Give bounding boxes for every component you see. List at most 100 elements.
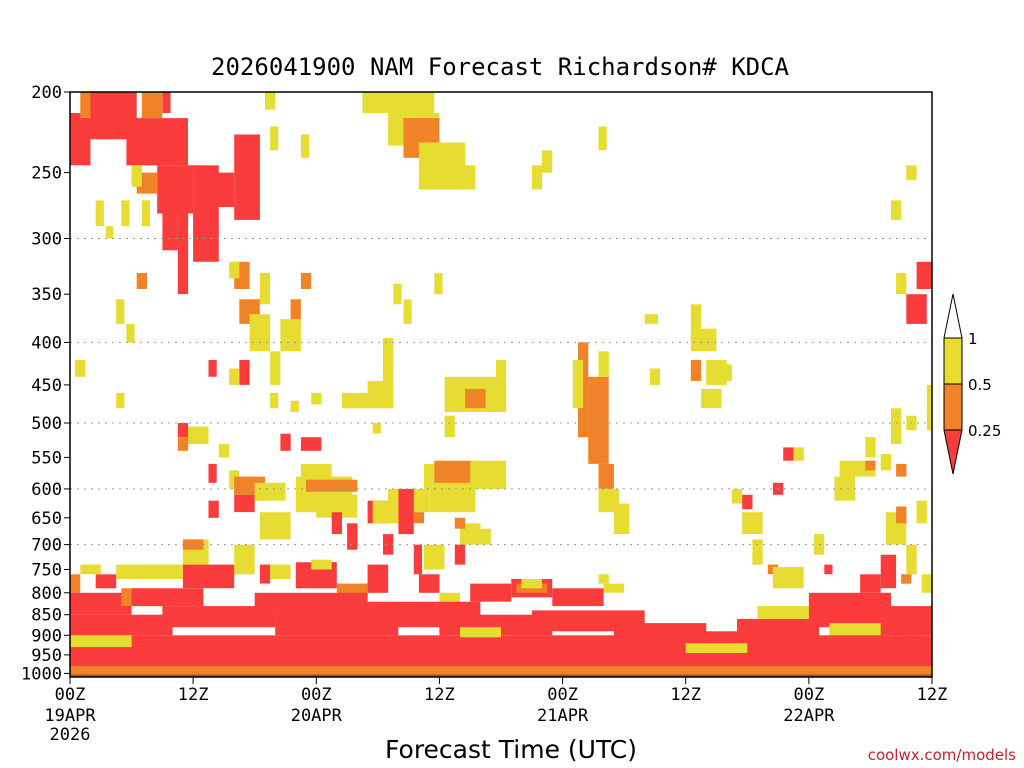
heatmap-cell-149 xyxy=(80,564,101,575)
y-tick-label-900: 900 xyxy=(31,626,62,646)
y-tick-label-700: 700 xyxy=(31,536,62,556)
heatmap-cell-165 xyxy=(598,574,609,584)
heatmap-cell-57 xyxy=(393,283,402,305)
heatmap-cell-63 xyxy=(495,360,507,377)
heatmap-cell-139 xyxy=(454,517,466,529)
heatmap-cell-11 xyxy=(234,134,260,220)
heatmap-cell-164 xyxy=(552,588,604,607)
heatmap-cells xyxy=(70,92,932,677)
x-tick-label-6: 00Z xyxy=(794,685,825,705)
heatmap-cell-75 xyxy=(690,328,717,352)
heatmap-cell-16 xyxy=(105,226,114,239)
heatmap-cell-36 xyxy=(300,272,312,289)
heatmap-cell-111 xyxy=(208,463,217,483)
y-tick-label-300: 300 xyxy=(31,230,62,250)
y-tick-label-550: 550 xyxy=(31,448,62,468)
x-tick-label-2: 00Z xyxy=(301,685,332,705)
heatmap-cell-116 xyxy=(234,494,255,513)
heatmap-cell-86 xyxy=(772,567,804,589)
heatmap-cell-163 xyxy=(521,579,542,589)
heatmap-cell-126 xyxy=(347,523,358,550)
heatmap-cell-52 xyxy=(290,400,299,412)
y-tick-label-600: 600 xyxy=(31,480,62,500)
heatmap-cell-98 xyxy=(926,384,932,431)
heatmap-cell-15 xyxy=(95,200,104,227)
heatmap-cell-160 xyxy=(470,583,512,602)
heatmap-cell-141 xyxy=(424,544,445,570)
heatmap-cell-132 xyxy=(413,544,422,575)
heatmap-cell-143 xyxy=(234,544,255,575)
heatmap-cell-80 xyxy=(731,488,743,504)
heatmap-cell-94 xyxy=(865,460,876,471)
heatmap-cell-43 xyxy=(270,351,281,385)
heatmap-cell-118 xyxy=(259,512,291,540)
heatmap-cell-45 xyxy=(126,323,135,343)
heatmap-cell-44 xyxy=(116,299,125,324)
heatmap-cell-31 xyxy=(891,200,902,220)
heatmap-cell-82 xyxy=(742,512,763,535)
heatmap-cell-140 xyxy=(480,528,491,545)
heatmap-cell-124 xyxy=(316,494,358,518)
heatmap-cell-157 xyxy=(367,564,389,593)
heatmap-cell-133 xyxy=(413,512,425,524)
surface-ground xyxy=(70,674,932,677)
heatmap-cell-125 xyxy=(331,512,342,535)
heatmap-cell-50 xyxy=(229,368,240,385)
heatmap-cell-67 xyxy=(572,360,584,409)
heatmap-cell-147 xyxy=(116,564,137,579)
heatmap-cell-106 xyxy=(860,574,881,593)
legend-swatch-0.5-1 xyxy=(943,337,963,385)
heatmap-cell-103 xyxy=(916,500,927,524)
heatmap-cell-20 xyxy=(270,126,279,151)
heatmap-cell-172 xyxy=(254,592,368,615)
heatmap-cell-37 xyxy=(229,261,240,279)
heatmap-cell-150 xyxy=(70,574,81,593)
heatmap-cell-179 xyxy=(737,618,820,640)
heatmap-cell-148 xyxy=(95,574,117,589)
heatmap-cell-183 xyxy=(880,606,932,636)
y-tick-label-400: 400 xyxy=(31,333,62,353)
heatmap-cell-117 xyxy=(254,482,286,501)
heatmap-cell-137 xyxy=(470,460,507,489)
heatmap-cell-76 xyxy=(690,360,702,381)
heatmap-cell-109 xyxy=(188,426,209,445)
heatmap-cell-69 xyxy=(598,463,614,489)
heatmap-cell-46 xyxy=(75,360,86,377)
heatmap-cell-142 xyxy=(454,544,466,565)
heatmap-cell-5 xyxy=(162,92,171,113)
heatmap-cell-40 xyxy=(249,314,271,352)
x-tick-label-4: 00Z xyxy=(547,685,578,705)
x-tick-date-4: 21APR xyxy=(537,706,589,726)
heatmap-cell-30 xyxy=(906,165,917,180)
heatmap-cell-29 xyxy=(598,126,607,151)
heatmap-cell-166 xyxy=(603,583,625,593)
heatmap-cell-119 xyxy=(280,433,291,451)
legend-swatch-below-0.25 xyxy=(943,429,963,475)
heatmap-cell-7 xyxy=(157,165,194,214)
heatmap-cell-110 xyxy=(177,437,189,451)
y-tick-label-850: 850 xyxy=(31,606,62,626)
heatmap-cell-99 xyxy=(896,463,907,477)
heatmap-cell-35 xyxy=(136,272,147,289)
y-tick-label-650: 650 xyxy=(31,509,62,529)
heatmap-cell-74 xyxy=(690,304,702,329)
heatmap-cell-167 xyxy=(70,592,132,615)
heatmap-cell-136 xyxy=(429,482,476,513)
x-tick-date-6: 22APR xyxy=(783,706,835,726)
heatmap-cell-91 xyxy=(793,447,804,461)
heatmap-cell-151 xyxy=(131,564,183,579)
heatmap-cell-3 xyxy=(126,118,188,166)
heatmap-cell-112 xyxy=(208,500,219,518)
heatmap-cell-187 xyxy=(70,666,932,677)
heatmap-cell-95 xyxy=(880,454,891,471)
heatmap-cell-14 xyxy=(131,165,142,187)
heatmap-cell-48 xyxy=(208,360,217,377)
heatmap-cell-18 xyxy=(141,200,150,227)
heatmap-cell-190 xyxy=(685,643,748,653)
heatmap-cell-177 xyxy=(613,623,707,640)
heatmap-cell-89 xyxy=(834,476,855,501)
heatmap-cell-72 xyxy=(644,314,658,324)
heatmap-cell-42 xyxy=(280,319,301,352)
x-tick-label-5: 12Z xyxy=(670,685,701,705)
